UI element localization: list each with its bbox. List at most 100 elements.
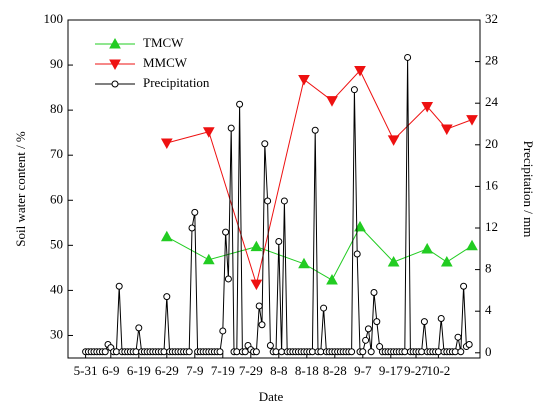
- point: [353, 250, 361, 258]
- point: [354, 65, 366, 77]
- point: [252, 348, 260, 356]
- point: [466, 239, 478, 251]
- x-tick-label: 9-7: [354, 363, 372, 378]
- point: [135, 324, 143, 332]
- point: [266, 342, 274, 350]
- point: [354, 220, 366, 232]
- point: [373, 318, 381, 326]
- y-tick-label: 60: [50, 191, 63, 206]
- point: [163, 293, 171, 301]
- point: [264, 197, 272, 205]
- y2-tick-label: 12: [485, 219, 498, 234]
- x-tick-label: 8-28: [323, 363, 347, 378]
- point: [236, 100, 244, 108]
- y2-tick-label: 16: [485, 177, 499, 192]
- point: [437, 314, 445, 322]
- x-tick-label: 9-17: [379, 363, 403, 378]
- point: [387, 255, 400, 267]
- point: [202, 127, 215, 138]
- point: [440, 124, 453, 136]
- point: [376, 343, 384, 351]
- point: [421, 102, 434, 113]
- point: [115, 282, 123, 290]
- y-tick-label: 30: [50, 326, 63, 341]
- legend-label: TMCW: [143, 35, 184, 50]
- y2-tick-label: 24: [485, 94, 499, 109]
- point: [185, 348, 193, 356]
- y-tick-label: 90: [50, 56, 63, 71]
- point: [362, 336, 370, 344]
- point: [326, 96, 338, 107]
- point: [160, 138, 173, 150]
- point: [241, 348, 249, 356]
- x-tick-label: 6-19: [127, 363, 151, 378]
- y2-tick-label: 32: [485, 11, 498, 26]
- x-tick-label: 8-18: [295, 363, 319, 378]
- legend-label: Precipitation: [143, 75, 210, 90]
- x-tick-label: 9-27: [404, 363, 428, 378]
- x-tick-label: 6-9: [102, 363, 119, 378]
- x-tick-label: 7-29: [239, 363, 263, 378]
- point: [216, 348, 224, 356]
- point: [364, 325, 372, 333]
- point: [350, 86, 358, 94]
- point: [298, 74, 310, 86]
- point: [219, 327, 227, 335]
- point: [367, 348, 375, 356]
- point: [250, 279, 263, 291]
- x-tick-label: 10-2: [426, 363, 450, 378]
- point: [454, 333, 462, 341]
- y2-tick-label: 0: [485, 344, 492, 359]
- point: [280, 197, 288, 205]
- point: [457, 348, 465, 356]
- point: [275, 238, 283, 246]
- point: [227, 124, 235, 132]
- point: [466, 115, 478, 126]
- plot-frame: [67, 19, 481, 359]
- point: [101, 348, 109, 356]
- point: [255, 302, 263, 310]
- point: [224, 275, 232, 283]
- point: [465, 340, 473, 348]
- series-line: [85, 57, 470, 353]
- y-tick-label: 70: [50, 146, 63, 161]
- point: [109, 37, 121, 49]
- y-tick-label: 80: [50, 101, 63, 116]
- y-tick-label: 50: [50, 236, 63, 251]
- point: [311, 126, 319, 134]
- point: [111, 80, 119, 88]
- point: [460, 282, 468, 290]
- point: [404, 53, 412, 61]
- y2-tick-label: 20: [485, 136, 498, 151]
- point: [420, 318, 428, 326]
- x-tick-label: 5-31: [74, 363, 98, 378]
- x-tick-label: 7-19: [211, 363, 235, 378]
- point: [222, 228, 230, 236]
- y-tick-label: 40: [50, 281, 63, 296]
- y2-tick-label: 4: [485, 302, 492, 317]
- y2-axis-label: Precipitation / mm: [521, 141, 536, 238]
- point: [250, 240, 263, 252]
- point: [359, 348, 367, 356]
- y2-tick-label: 8: [485, 261, 492, 276]
- point: [188, 224, 196, 232]
- x-axis-label: Date: [259, 389, 284, 404]
- y-axis-label: Soil water content / %: [13, 131, 28, 247]
- point: [326, 274, 338, 285]
- point: [109, 59, 121, 71]
- point: [370, 288, 378, 296]
- series-line: [166, 226, 473, 281]
- y2-tick-label: 28: [485, 53, 498, 68]
- legend-label: MMCW: [143, 55, 188, 70]
- point: [348, 348, 356, 356]
- point: [440, 255, 453, 267]
- point: [202, 253, 215, 265]
- x-tick-label: 7-9: [186, 363, 203, 378]
- y-tick-label: 100: [44, 11, 64, 26]
- point: [320, 304, 328, 312]
- point: [258, 321, 266, 329]
- point: [421, 242, 434, 254]
- point: [387, 135, 400, 146]
- point: [298, 257, 310, 269]
